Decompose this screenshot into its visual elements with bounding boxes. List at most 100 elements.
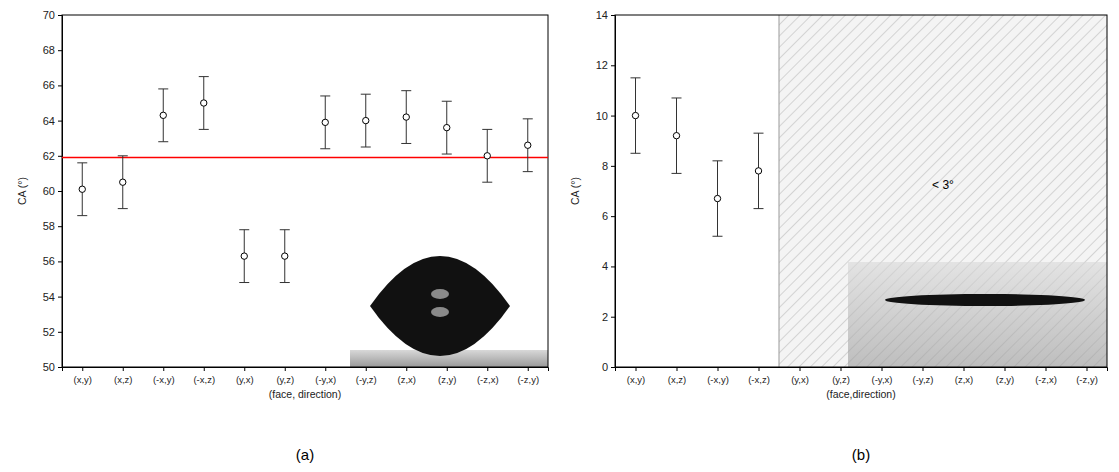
x-axis: (x,y)(x,z)(-x,y)(-x,z)(y,x)(y,z)(-y,x)(-… — [63, 367, 549, 385]
x-tick-label: (z,x) — [398, 374, 416, 385]
data-point — [403, 114, 409, 120]
x-tick: (-z,y) — [517, 367, 539, 385]
x-tick-label: (-y,x) — [872, 374, 893, 385]
x-tick-label: (-x,y) — [153, 374, 175, 385]
hatched-region — [779, 15, 1107, 367]
y-tick-mark — [611, 266, 615, 267]
error-bar — [77, 163, 87, 216]
x-tick-label: (z,y) — [438, 374, 456, 385]
x-tick-label: (-z,y) — [517, 374, 539, 385]
error-bar-cap — [199, 129, 209, 130]
data-point — [120, 179, 126, 185]
plot-frame — [615, 15, 1107, 367]
y-tick-label: 58 — [43, 220, 55, 232]
x-tick-label: (-y,x) — [315, 374, 336, 385]
x-tick: (y,x) — [791, 367, 809, 385]
error-bar — [158, 89, 168, 142]
x-tick-mark — [677, 367, 678, 371]
y-tick: 66 — [43, 79, 62, 91]
error-bar-cap — [672, 97, 682, 98]
error-bar — [442, 101, 452, 154]
x-tick: (-z,x) — [477, 367, 499, 385]
y-tick-label: 70 — [43, 9, 55, 21]
figure: 5052545658606264666870(x,y)(x,z)(-x,y)(-… — [0, 0, 1119, 472]
y-tick: 52 — [43, 326, 62, 338]
error-bar — [631, 78, 641, 153]
data-point — [444, 124, 450, 130]
error-bar-cap — [713, 236, 723, 237]
x-tick-label: (-z,y) — [1076, 374, 1098, 385]
y-tick-label: 66 — [43, 79, 55, 91]
x-tick-mark — [163, 367, 164, 371]
x-axis-title: (face, direction) — [269, 388, 341, 400]
y-tick-label: 60 — [43, 185, 55, 197]
x-tick-mark — [325, 367, 326, 371]
y-tick: 54 — [43, 291, 62, 303]
error-bar-cap — [361, 94, 371, 95]
x-axis-line — [616, 368, 1108, 372]
x-tick: (y,z) — [832, 367, 850, 385]
y-tick: 12 — [596, 59, 615, 71]
error-bar — [280, 230, 290, 283]
y-tick-mark — [611, 65, 615, 66]
y-tick: 64 — [43, 115, 62, 127]
x-tick-mark — [123, 367, 124, 371]
error-bar-cap — [631, 153, 641, 154]
plot-frame — [62, 15, 548, 367]
x-tick-label: (-x,z) — [193, 374, 215, 385]
error-bar-cap — [118, 208, 128, 209]
data-point — [714, 195, 720, 201]
y-tick-label: 54 — [43, 291, 55, 303]
marks — [631, 78, 764, 236]
region-boundary — [779, 15, 780, 367]
x-tick-mark — [244, 367, 245, 371]
data-point — [160, 112, 166, 118]
y-tick: 62 — [43, 150, 62, 162]
y-tick-label: 2 — [602, 311, 608, 323]
error-bar-cap — [523, 171, 533, 172]
y-tick-label: 62 — [43, 150, 55, 162]
y-tick-label: 12 — [596, 59, 608, 71]
x-tick-mark — [528, 367, 529, 371]
x-axis: (x,y)(x,z)(-x,y)(-x,z)(y,x)(y,z)(-y,x)(-… — [616, 367, 1108, 385]
x-tick-mark — [1046, 367, 1047, 371]
y-tick-mark — [58, 121, 62, 122]
y-tick-label: 10 — [596, 110, 608, 122]
x-tick: (-y,z) — [913, 367, 934, 385]
y-tick-label: 64 — [43, 115, 55, 127]
error-bar-cap — [158, 141, 168, 142]
data-point — [79, 186, 85, 192]
x-tick-mark — [487, 367, 488, 371]
x-tick: (x,y) — [74, 367, 92, 385]
y-tick-mark — [58, 85, 62, 86]
y-tick-label: 68 — [43, 44, 55, 56]
y-tick-mark — [58, 226, 62, 227]
panel-label: (b) — [852, 446, 870, 463]
error-bar-cap — [77, 162, 87, 163]
x-tick-mark — [800, 367, 801, 371]
y-tick: 6 — [602, 210, 615, 222]
y-axis-title: CA (°) — [569, 177, 581, 205]
y-tick-mark — [611, 216, 615, 217]
x-tick-mark — [285, 367, 286, 371]
inset-highlight — [431, 289, 449, 299]
annotation: < 3° — [932, 178, 954, 192]
panel: 5052545658606264666870(x,y)(x,z)(-x,y)(-… — [16, 9, 549, 463]
x-tick-mark — [366, 367, 367, 371]
data-point — [201, 100, 207, 106]
x-tick: (z,x) — [955, 367, 973, 385]
x-tick-label: (-x,z) — [748, 374, 770, 385]
error-bar — [523, 119, 533, 172]
data-point — [755, 168, 761, 174]
data-point — [525, 142, 531, 148]
droplet-inset — [848, 262, 1107, 367]
error-bar-cap — [672, 173, 682, 174]
error-bar — [713, 161, 723, 236]
x-tick-mark — [82, 367, 83, 371]
y-tick: 4 — [602, 260, 615, 272]
x-tick-mark — [964, 367, 965, 371]
panel: 02468101214(x,y)(x,z)(-x,y)(-x,z)(y,x)(y… — [569, 9, 1108, 463]
error-bar-cap — [199, 76, 209, 77]
y-tick-mark — [58, 191, 62, 192]
error-bar-cap — [239, 229, 249, 230]
